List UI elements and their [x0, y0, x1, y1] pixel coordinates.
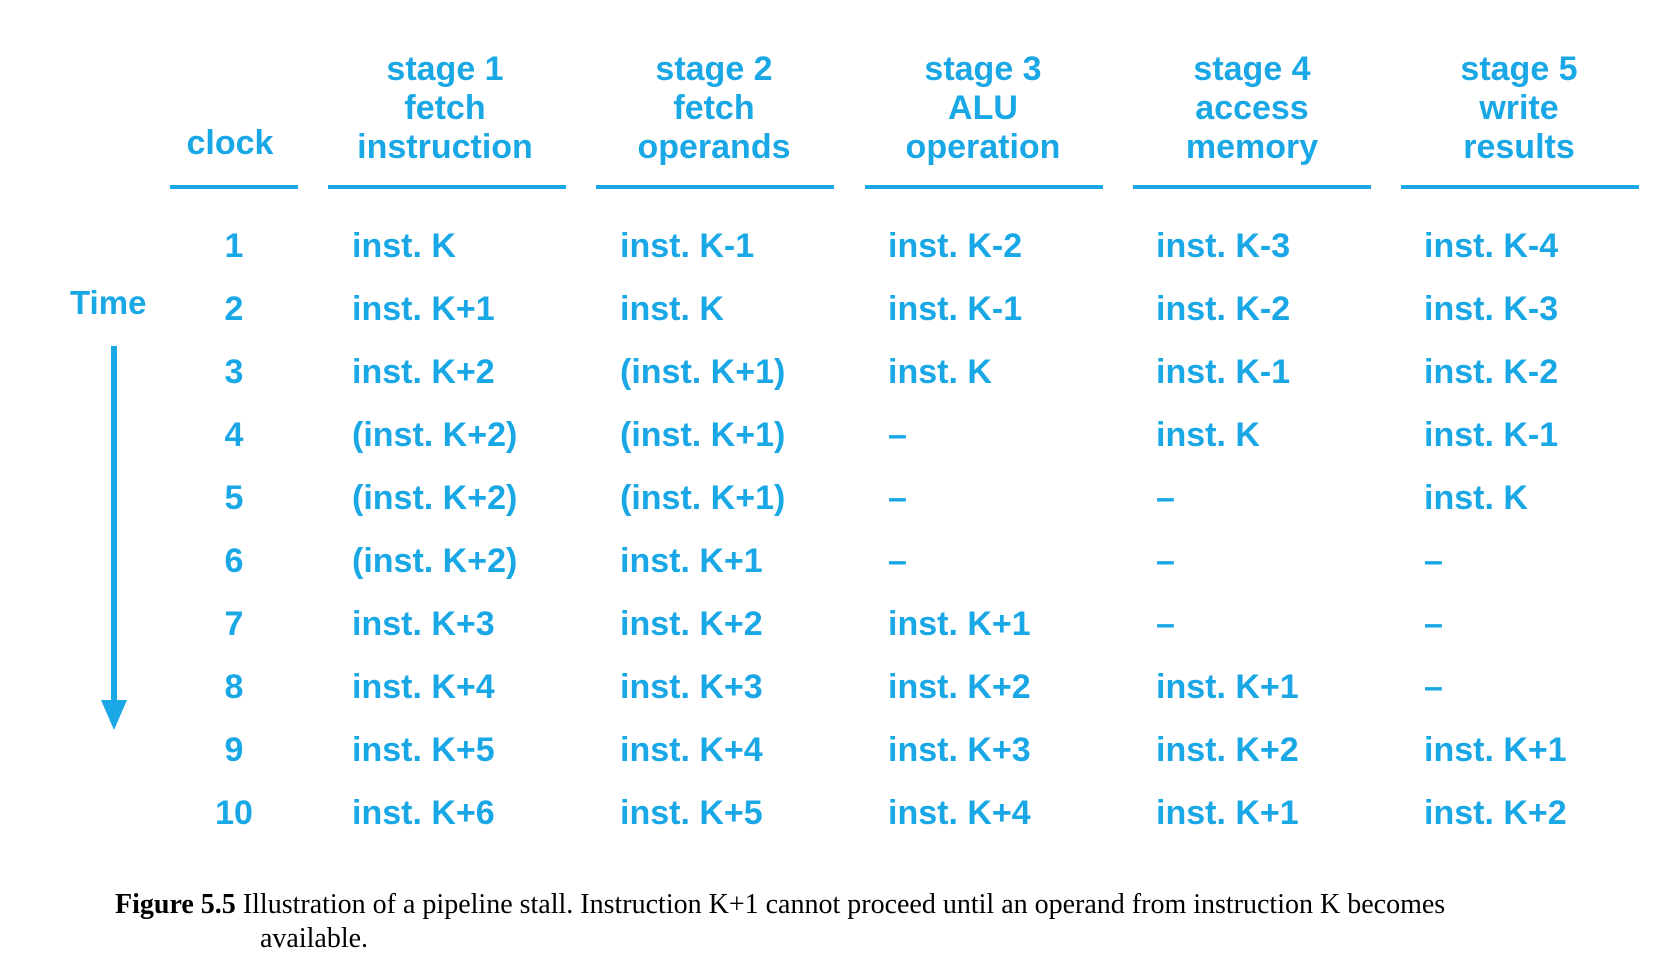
- stage-5-cell: inst. K-1: [1424, 416, 1559, 454]
- stage-3-cell: inst. K-2: [888, 227, 1023, 265]
- stage-2-cell: (inst. K+1): [620, 353, 786, 391]
- stage-5-cell: inst. K: [1424, 479, 1528, 517]
- stage-4-cell: inst. K+2: [1156, 731, 1299, 769]
- clock-cell: 9: [224, 731, 244, 769]
- stage-4-cell: –: [1156, 479, 1175, 517]
- stage-3-cell: inst. K+4: [888, 794, 1031, 832]
- stage-3-cell: inst. K+3: [888, 731, 1031, 769]
- stage-3-cell: –: [888, 416, 907, 454]
- clock-cell: 3: [224, 353, 244, 391]
- stage-3-cell: inst. K-1: [888, 290, 1023, 328]
- stage-5-cell: inst. K+1: [1424, 731, 1567, 769]
- stage-5-cell: –: [1424, 605, 1443, 643]
- clock-cell: 7: [224, 605, 244, 643]
- stage-5-header: stage 5 write results: [1460, 50, 1578, 166]
- stage-2-header-rule: [596, 185, 834, 189]
- stage-1-cell: (inst. K+2): [352, 479, 518, 517]
- stage-2-header: stage 2 fetch operands: [637, 50, 791, 166]
- figure-caption: Figure 5.5 Illustration of a pipeline st…: [115, 888, 1575, 956]
- stage-1-cell: inst. K+2: [352, 353, 495, 391]
- stage-5-cell: –: [1424, 542, 1443, 580]
- figure-label: Figure 5.5: [115, 889, 236, 920]
- stage-1-cell: inst. K+6: [352, 794, 495, 832]
- time-arrow-head-icon: [101, 700, 127, 730]
- stage-4-header: stage 4 access memory: [1185, 50, 1319, 166]
- stage-1-cell: (inst. K+2): [352, 416, 518, 454]
- clock-cell: 8: [224, 668, 244, 706]
- time-label: Time: [70, 284, 147, 321]
- clock-cell: 10: [215, 794, 253, 832]
- stage-1-cell: inst. K: [352, 227, 456, 265]
- stage-4-cell: inst. K-2: [1156, 290, 1291, 328]
- stage-1-cell: inst. K+3: [352, 605, 495, 643]
- stage-2-cell: (inst. K+1): [620, 416, 786, 454]
- clock-cell: 4: [224, 416, 244, 454]
- stage-5-cell: inst. K-2: [1424, 353, 1559, 391]
- stage-4-cell: inst. K: [1156, 416, 1260, 454]
- stage-2-cell: inst. K+1: [620, 542, 763, 580]
- stage-5-cell: inst. K+2: [1424, 794, 1567, 832]
- clock-cell: 1: [224, 227, 244, 265]
- stage-3-header-rule: [865, 185, 1103, 189]
- stage-3-header: stage 3 ALU operation: [905, 50, 1061, 166]
- stage-2-cell: (inst. K+1): [620, 479, 786, 517]
- stage-2-cell: inst. K+2: [620, 605, 763, 643]
- clock-header: clock: [186, 124, 274, 162]
- stage-4-cell: –: [1156, 605, 1175, 643]
- stage-3-cell: inst. K: [888, 353, 992, 391]
- caption-text-line1: Illustration of a pipeline stall. Instru…: [242, 889, 1446, 920]
- stage-3-cell: inst. K+1: [888, 605, 1031, 643]
- stage-5-cell: inst. K-3: [1424, 290, 1559, 328]
- time-arrow-shaft: [111, 346, 117, 701]
- caption-text-line2: available.: [260, 923, 369, 954]
- stage-2-cell: inst. K+5: [620, 794, 763, 832]
- stage-3-cell: –: [888, 542, 907, 580]
- stage-4-header-rule: [1133, 185, 1371, 189]
- clock-cell: 5: [224, 479, 244, 517]
- stage-1-header: stage 1 fetch instruction: [357, 50, 533, 166]
- stage-2-cell: inst. K+3: [620, 668, 763, 706]
- stage-3-cell: inst. K+2: [888, 668, 1031, 706]
- clock-header-rule: [170, 185, 298, 189]
- stage-5-cell: –: [1424, 668, 1443, 706]
- stage-4-cell: inst. K-1: [1156, 353, 1291, 391]
- stage-3-cell: –: [888, 479, 907, 517]
- stage-4-cell: inst. K-3: [1156, 227, 1291, 265]
- stage-2-cell: inst. K+4: [620, 731, 763, 769]
- stage-5-cell: inst. K-4: [1424, 227, 1559, 265]
- clock-cell: 6: [224, 542, 244, 580]
- stage-1-cell: inst. K+4: [352, 668, 495, 706]
- stage-5-header-rule: [1401, 185, 1639, 189]
- stage-4-cell: inst. K+1: [1156, 668, 1299, 706]
- stage-1-cell: (inst. K+2): [352, 542, 518, 580]
- clock-cell: 2: [224, 290, 244, 328]
- stage-1-header-rule: [328, 185, 566, 189]
- stage-4-cell: inst. K+1: [1156, 794, 1299, 832]
- stage-4-cell: –: [1156, 542, 1175, 580]
- stage-2-cell: inst. K: [620, 290, 724, 328]
- stage-1-cell: inst. K+5: [352, 731, 495, 769]
- stage-1-cell: inst. K+1: [352, 290, 495, 328]
- stage-2-cell: inst. K-1: [620, 227, 755, 265]
